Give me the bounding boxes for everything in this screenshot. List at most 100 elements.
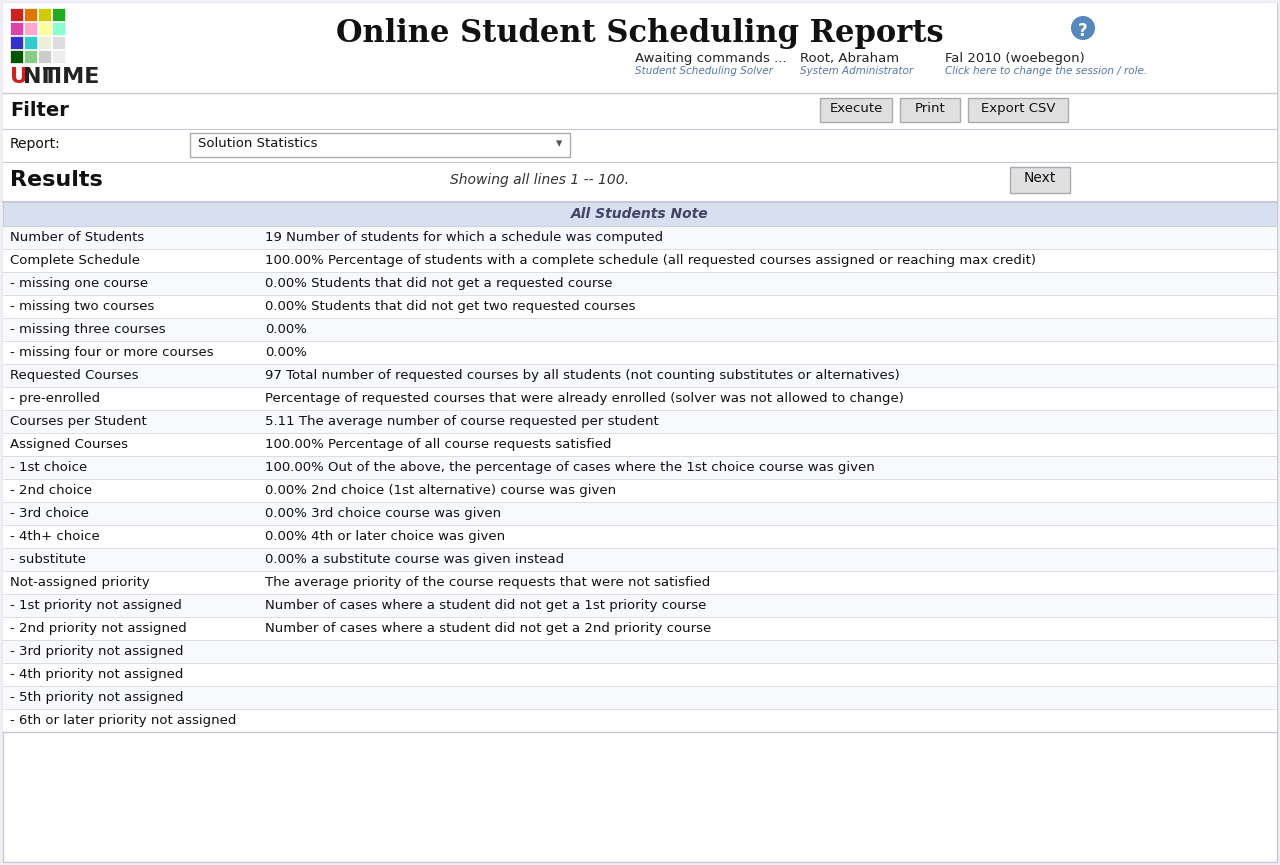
Text: All Students Note: All Students Note	[571, 207, 709, 221]
Bar	[52, 22, 65, 35]
Text: Click here to change the session / role.: Click here to change the session / role.	[945, 66, 1147, 76]
Bar	[24, 8, 37, 21]
Bar	[38, 22, 51, 35]
Bar	[38, 8, 51, 21]
Text: U: U	[10, 67, 28, 87]
Bar	[3, 525, 1277, 548]
Bar	[24, 22, 37, 35]
Bar	[10, 22, 23, 35]
Text: Export CSV: Export CSV	[980, 102, 1055, 115]
Text: Awaiting commands ...: Awaiting commands ...	[635, 52, 786, 65]
Text: Complete Schedule: Complete Schedule	[10, 254, 140, 267]
Text: - pre-enrolled: - pre-enrolled	[10, 392, 100, 405]
Text: Solution Statistics: Solution Statistics	[198, 137, 317, 150]
Bar	[3, 318, 1277, 341]
Text: - missing three courses: - missing three courses	[10, 323, 165, 336]
Text: Number of cases where a student did not get a 2nd priority course: Number of cases where a student did not …	[265, 622, 712, 635]
Text: - 4th priority not assigned: - 4th priority not assigned	[10, 668, 183, 681]
Bar	[3, 640, 1277, 663]
Text: The average priority of the course requests that were not satisfied: The average priority of the course reque…	[265, 576, 710, 589]
Text: 97 Total number of requested courses by all students (not counting substitutes o: 97 Total number of requested courses by …	[265, 369, 900, 382]
Bar	[3, 571, 1277, 594]
Text: Assigned Courses: Assigned Courses	[10, 438, 128, 451]
Text: Showing all lines 1 -- 100.: Showing all lines 1 -- 100.	[451, 173, 630, 187]
Text: 0.00% 2nd choice (1st alternative) course was given: 0.00% 2nd choice (1st alternative) cours…	[265, 484, 616, 497]
Text: IME: IME	[54, 67, 100, 87]
Text: - missing four or more courses: - missing four or more courses	[10, 346, 214, 359]
Text: NI: NI	[23, 67, 50, 87]
Bar	[38, 36, 51, 49]
Text: 100.00% Percentage of all course requests satisfied: 100.00% Percentage of all course request…	[265, 438, 612, 451]
Bar	[3, 3, 1277, 93]
Text: - 4th+ choice: - 4th+ choice	[10, 530, 100, 543]
Bar	[3, 387, 1277, 410]
Bar	[3, 433, 1277, 456]
Bar	[24, 36, 37, 49]
Bar	[3, 226, 1277, 249]
Text: Fal 2010 (woebegon): Fal 2010 (woebegon)	[945, 52, 1084, 65]
Bar	[3, 162, 1277, 202]
Bar	[3, 93, 1277, 129]
Bar	[820, 98, 892, 122]
Text: - missing one course: - missing one course	[10, 277, 148, 290]
Bar	[52, 8, 65, 21]
Text: T: T	[44, 67, 59, 87]
Text: Student Scheduling Solver: Student Scheduling Solver	[635, 66, 773, 76]
Text: Next: Next	[1024, 171, 1056, 185]
Text: ▾: ▾	[556, 137, 562, 150]
Bar	[900, 98, 960, 122]
Text: - 3rd choice: - 3rd choice	[10, 507, 88, 520]
Text: Courses per Student: Courses per Student	[10, 415, 147, 428]
Text: 0.00% Students that did not get two requested courses: 0.00% Students that did not get two requ…	[265, 300, 635, 313]
Bar	[3, 617, 1277, 640]
Text: 0.00%: 0.00%	[265, 346, 307, 359]
Text: Not-assigned priority: Not-assigned priority	[10, 576, 150, 589]
Bar	[3, 410, 1277, 433]
Text: Online Student Scheduling Reports: Online Student Scheduling Reports	[337, 18, 943, 49]
Text: Filter: Filter	[10, 101, 69, 120]
Bar	[1010, 167, 1070, 193]
Bar	[3, 548, 1277, 571]
Bar	[3, 686, 1277, 709]
Text: 100.00% Out of the above, the percentage of cases where the 1st choice course wa: 100.00% Out of the above, the percentage…	[265, 461, 874, 474]
Text: - 1st choice: - 1st choice	[10, 461, 87, 474]
Bar	[189, 133, 570, 157]
Text: Root, Abraham: Root, Abraham	[800, 52, 899, 65]
Text: - 3rd priority not assigned: - 3rd priority not assigned	[10, 645, 183, 658]
Text: Print: Print	[915, 102, 946, 115]
Bar	[3, 295, 1277, 318]
Text: - 1st priority not assigned: - 1st priority not assigned	[10, 599, 182, 612]
Text: 100.00% Percentage of students with a complete schedule (all requested courses a: 100.00% Percentage of students with a co…	[265, 254, 1036, 267]
Text: Execute: Execute	[829, 102, 883, 115]
Text: Number of Students: Number of Students	[10, 231, 145, 244]
Text: 0.00% a substitute course was given instead: 0.00% a substitute course was given inst…	[265, 553, 564, 566]
Bar	[3, 364, 1277, 387]
Text: 5.11 The average number of course requested per student: 5.11 The average number of course reques…	[265, 415, 659, 428]
Text: 0.00% 3rd choice course was given: 0.00% 3rd choice course was given	[265, 507, 502, 520]
Bar	[38, 50, 51, 63]
Text: ?: ?	[1078, 22, 1088, 40]
Bar	[3, 249, 1277, 272]
Bar	[10, 8, 23, 21]
Text: Percentage of requested courses that were already enrolled (solver was not allow: Percentage of requested courses that wer…	[265, 392, 904, 405]
Text: - substitute: - substitute	[10, 553, 86, 566]
Text: 0.00%: 0.00%	[265, 323, 307, 336]
Text: - 5th priority not assigned: - 5th priority not assigned	[10, 691, 183, 704]
Text: 19 Number of students for which a schedule was computed: 19 Number of students for which a schedu…	[265, 231, 663, 244]
Bar	[10, 50, 23, 63]
Text: Number of cases where a student did not get a 1st priority course: Number of cases where a student did not …	[265, 599, 707, 612]
Bar	[3, 272, 1277, 295]
Text: 0.00% 4th or later choice was given: 0.00% 4th or later choice was given	[265, 530, 506, 543]
Bar	[3, 456, 1277, 479]
Text: System Administrator: System Administrator	[800, 66, 913, 76]
Bar	[52, 36, 65, 49]
Circle shape	[1071, 16, 1094, 40]
Text: - 6th or later priority not assigned: - 6th or later priority not assigned	[10, 714, 237, 727]
Text: 0.00% Students that did not get a requested course: 0.00% Students that did not get a reques…	[265, 277, 613, 290]
Bar	[3, 479, 1277, 502]
Text: Requested Courses: Requested Courses	[10, 369, 138, 382]
Bar	[10, 36, 23, 49]
Bar	[52, 50, 65, 63]
Bar	[24, 50, 37, 63]
Bar	[3, 709, 1277, 732]
